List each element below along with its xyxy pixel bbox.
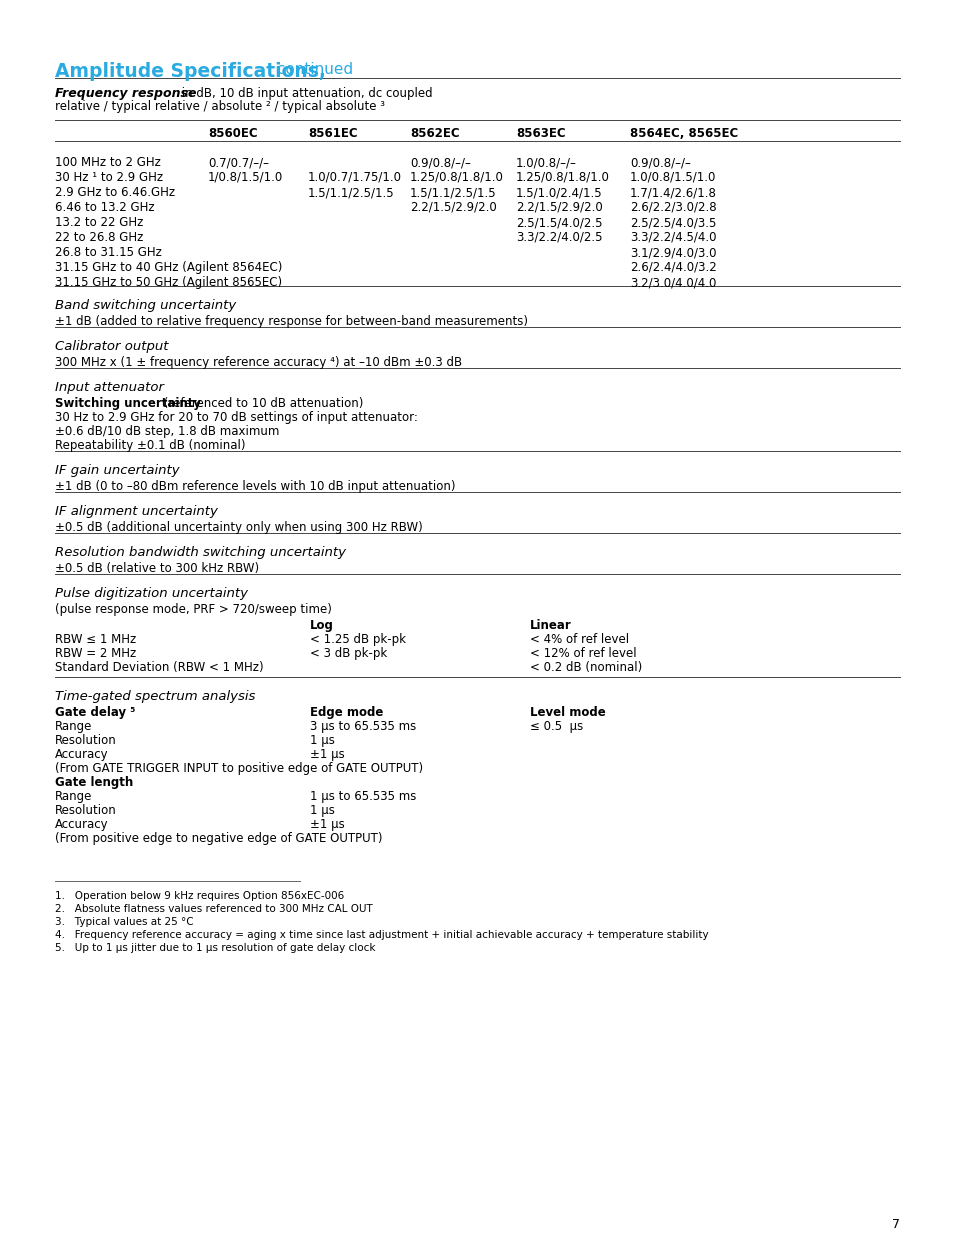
Text: 1/0.8/1.5/1.0: 1/0.8/1.5/1.0 (208, 170, 283, 184)
Text: 1.0/0.7/1.75/1.0: 1.0/0.7/1.75/1.0 (308, 170, 401, 184)
Text: 8560EC: 8560EC (208, 127, 257, 140)
Text: < 3 dB pk-pk: < 3 dB pk-pk (310, 647, 387, 659)
Text: < 0.2 dB (nominal): < 0.2 dB (nominal) (530, 661, 641, 674)
Text: 3.1/2.9/4.0/3.0: 3.1/2.9/4.0/3.0 (629, 246, 716, 259)
Text: Switching uncertainty: Switching uncertainty (55, 396, 201, 410)
Text: (referenced to 10 dB attenuation): (referenced to 10 dB attenuation) (160, 396, 363, 410)
Text: Range: Range (55, 790, 92, 803)
Text: 31.15 GHz to 40 GHz (Agilent 8564EC): 31.15 GHz to 40 GHz (Agilent 8564EC) (55, 261, 282, 274)
Text: Accuracy: Accuracy (55, 818, 109, 831)
Text: 3.2/3.0/4.0/4.0: 3.2/3.0/4.0/4.0 (629, 275, 716, 289)
Text: 8562EC: 8562EC (410, 127, 459, 140)
Text: Band switching uncertainty: Band switching uncertainty (55, 299, 236, 312)
Text: 3.3/2.2/4.0/2.5: 3.3/2.2/4.0/2.5 (516, 231, 602, 245)
Text: Repeatability ±0.1 dB (nominal): Repeatability ±0.1 dB (nominal) (55, 438, 245, 452)
Text: 1.5/1.0/2.4/1.5: 1.5/1.0/2.4/1.5 (516, 186, 602, 199)
Text: (From GATE TRIGGER INPUT to positive edge of GATE OUTPUT): (From GATE TRIGGER INPUT to positive edg… (55, 762, 423, 776)
Text: Time-gated spectrum analysis: Time-gated spectrum analysis (55, 690, 255, 703)
Text: IF gain uncertainty: IF gain uncertainty (55, 464, 179, 477)
Text: 300 MHz x (1 ± frequency reference accuracy ⁴) at –10 dBm ±0.3 dB: 300 MHz x (1 ± frequency reference accur… (55, 356, 461, 369)
Text: 2.5/1.5/4.0/2.5: 2.5/1.5/4.0/2.5 (516, 216, 602, 228)
Text: 1.5/1.1/2.5/1.5: 1.5/1.1/2.5/1.5 (308, 186, 395, 199)
Text: 0.7/0.7/–/–: 0.7/0.7/–/– (208, 156, 269, 169)
Text: 1 μs: 1 μs (310, 804, 335, 818)
Text: Calibrator output: Calibrator output (55, 340, 169, 353)
Text: 8561EC: 8561EC (308, 127, 357, 140)
Text: 8563EC: 8563EC (516, 127, 565, 140)
Text: Resolution: Resolution (55, 734, 116, 747)
Text: ±1 μs: ±1 μs (310, 748, 344, 761)
Text: Standard Deviation (RBW < 1 MHz): Standard Deviation (RBW < 1 MHz) (55, 661, 263, 674)
Text: Amplitude Specifications,: Amplitude Specifications, (55, 62, 326, 82)
Text: Accuracy: Accuracy (55, 748, 109, 761)
Text: ±1 μs: ±1 μs (310, 818, 344, 831)
Text: 26.8 to 31.15 GHz: 26.8 to 31.15 GHz (55, 246, 162, 259)
Text: 1.0/0.8/1.5/1.0: 1.0/0.8/1.5/1.0 (629, 170, 716, 184)
Text: 0.9/0.8/–/–: 0.9/0.8/–/– (410, 156, 471, 169)
Text: Gate length: Gate length (55, 776, 133, 789)
Text: Frequency response: Frequency response (55, 86, 196, 100)
Text: 6.46 to 13.2 GHz: 6.46 to 13.2 GHz (55, 201, 154, 214)
Text: < 1.25 dB pk-pk: < 1.25 dB pk-pk (310, 634, 406, 646)
Text: Resolution bandwidth switching uncertainty: Resolution bandwidth switching uncertain… (55, 546, 346, 559)
Text: 1 μs to 65.535 ms: 1 μs to 65.535 ms (310, 790, 416, 803)
Text: ±0.5 dB (relative to 300 kHz RBW): ±0.5 dB (relative to 300 kHz RBW) (55, 562, 259, 576)
Text: Edge mode: Edge mode (310, 706, 383, 719)
Text: Level mode: Level mode (530, 706, 605, 719)
Text: 2.5/2.5/4.0/3.5: 2.5/2.5/4.0/3.5 (629, 216, 716, 228)
Text: in dB, 10 dB input attenuation, dc coupled: in dB, 10 dB input attenuation, dc coupl… (178, 86, 432, 100)
Text: Range: Range (55, 720, 92, 734)
Text: 1.25/0.8/1.8/1.0: 1.25/0.8/1.8/1.0 (410, 170, 503, 184)
Text: 2.6/2.2/3.0/2.8: 2.6/2.2/3.0/2.8 (629, 201, 716, 214)
Text: Linear: Linear (530, 619, 571, 632)
Text: 8564EC, 8565EC: 8564EC, 8565EC (629, 127, 738, 140)
Text: 30 Hz to 2.9 GHz for 20 to 70 dB settings of input attenuator:: 30 Hz to 2.9 GHz for 20 to 70 dB setting… (55, 411, 417, 424)
Text: ≤ 0.5  μs: ≤ 0.5 μs (530, 720, 582, 734)
Text: 3.3/2.2/4.5/4.0: 3.3/2.2/4.5/4.0 (629, 231, 716, 245)
Text: (pulse response mode, PRF > 720/sweep time): (pulse response mode, PRF > 720/sweep ti… (55, 603, 332, 616)
Text: Gate delay ⁵: Gate delay ⁵ (55, 706, 135, 719)
Text: 1.5/1.1/2.5/1.5: 1.5/1.1/2.5/1.5 (410, 186, 497, 199)
Text: 3 μs to 65.535 ms: 3 μs to 65.535 ms (310, 720, 416, 734)
Text: 2.2/1.5/2.9/2.0: 2.2/1.5/2.9/2.0 (516, 201, 602, 214)
Text: 31.15 GHz to 50 GHz (Agilent 8565EC): 31.15 GHz to 50 GHz (Agilent 8565EC) (55, 275, 282, 289)
Text: 22 to 26.8 GHz: 22 to 26.8 GHz (55, 231, 143, 245)
Text: ±1 dB (added to relative frequency response for between-band measurements): ±1 dB (added to relative frequency respo… (55, 315, 527, 329)
Text: 1 μs: 1 μs (310, 734, 335, 747)
Text: < 12% of ref level: < 12% of ref level (530, 647, 636, 659)
Text: 1.0/0.8/–/–: 1.0/0.8/–/– (516, 156, 577, 169)
Text: < 4% of ref level: < 4% of ref level (530, 634, 628, 646)
Text: RBW = 2 MHz: RBW = 2 MHz (55, 647, 136, 659)
Text: 7: 7 (891, 1218, 899, 1231)
Text: 3.   Typical values at 25 °C: 3. Typical values at 25 °C (55, 918, 193, 927)
Text: 2.   Absolute flatness values referenced to 300 MHz CAL OUT: 2. Absolute flatness values referenced t… (55, 904, 373, 914)
Text: Log: Log (310, 619, 334, 632)
Text: ±1 dB (0 to –80 dBm reference levels with 10 dB input attenuation): ±1 dB (0 to –80 dBm reference levels wit… (55, 480, 455, 493)
Text: 1.   Operation below 9 kHz requires Option 856xEC-006: 1. Operation below 9 kHz requires Option… (55, 890, 344, 902)
Text: 30 Hz ¹ to 2.9 GHz: 30 Hz ¹ to 2.9 GHz (55, 170, 163, 184)
Text: 1.25/0.8/1.8/1.0: 1.25/0.8/1.8/1.0 (516, 170, 609, 184)
Text: Pulse digitization uncertainty: Pulse digitization uncertainty (55, 587, 248, 600)
Text: 4.   Frequency reference accuracy = aging x time since last adjustment + initial: 4. Frequency reference accuracy = aging … (55, 930, 708, 940)
Text: 13.2 to 22 GHz: 13.2 to 22 GHz (55, 216, 143, 228)
Text: 2.2/1.5/2.9/2.0: 2.2/1.5/2.9/2.0 (410, 201, 497, 214)
Text: relative / typical relative / absolute ² / typical absolute ³: relative / typical relative / absolute ²… (55, 100, 385, 112)
Text: RBW ≤ 1 MHz: RBW ≤ 1 MHz (55, 634, 136, 646)
Text: 100 MHz to 2 GHz: 100 MHz to 2 GHz (55, 156, 161, 169)
Text: Resolution: Resolution (55, 804, 116, 818)
Text: ±0.6 dB/10 dB step, 1.8 dB maximum: ±0.6 dB/10 dB step, 1.8 dB maximum (55, 425, 279, 438)
Text: IF alignment uncertainty: IF alignment uncertainty (55, 505, 217, 517)
Text: (From positive edge to negative edge of GATE OUTPUT): (From positive edge to negative edge of … (55, 832, 382, 845)
Text: 5.   Up to 1 μs jitter due to 1 μs resolution of gate delay clock: 5. Up to 1 μs jitter due to 1 μs resolut… (55, 944, 375, 953)
Text: 2.9 GHz to 6.46.GHz: 2.9 GHz to 6.46.GHz (55, 186, 175, 199)
Text: 1.7/1.4/2.6/1.8: 1.7/1.4/2.6/1.8 (629, 186, 716, 199)
Text: continued: continued (272, 62, 353, 77)
Text: 2.6/2.4/4.0/3.2: 2.6/2.4/4.0/3.2 (629, 261, 716, 274)
Text: 0.9/0.8/–/–: 0.9/0.8/–/– (629, 156, 690, 169)
Text: ±0.5 dB (additional uncertainty only when using 300 Hz RBW): ±0.5 dB (additional uncertainty only whe… (55, 521, 422, 534)
Text: Input attenuator: Input attenuator (55, 382, 164, 394)
